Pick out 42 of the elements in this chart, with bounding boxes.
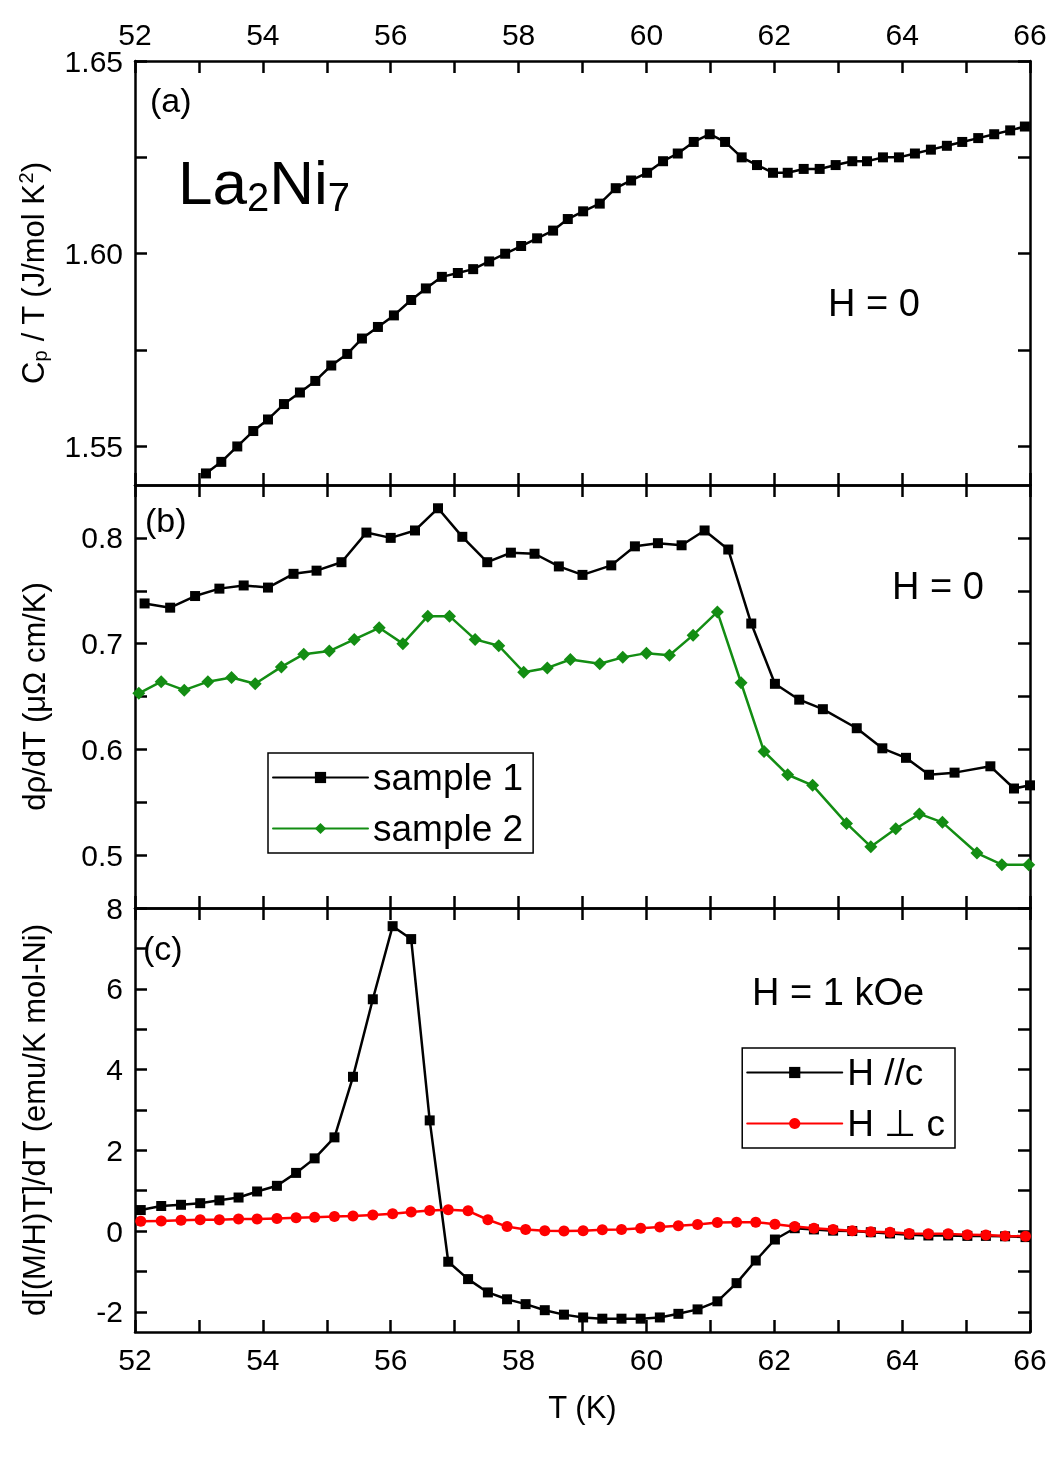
annotation: (b) [145, 501, 187, 540]
x2-tick-label: 64 [885, 17, 919, 51]
x-tick-label: 64 [885, 1342, 919, 1376]
y-tick-label: 0.6 [81, 732, 123, 766]
y-tick-label: 8 [106, 891, 123, 925]
x2-tick-label: 56 [374, 17, 408, 51]
x-tick-label: 66 [1013, 1342, 1047, 1376]
legend-label: sample 1 [373, 757, 524, 798]
y-tick-label: 0 [106, 1214, 123, 1248]
x-tick-label: 56 [374, 1342, 408, 1376]
x2-tick-label: 58 [501, 17, 536, 51]
x2-tick-label: 62 [757, 17, 791, 51]
y-tick-label: 1.55 [64, 429, 123, 463]
legend-label: sample 2 [373, 808, 524, 849]
annotation: H = 1 kOe [752, 971, 925, 1014]
y-tick-label: 0.8 [81, 521, 123, 555]
y-tick-label: 6 [106, 972, 123, 1006]
x2-tick-label: 60 [629, 17, 664, 51]
annotation: (a) [150, 81, 192, 120]
y-tick-label: 1.60 [64, 237, 123, 271]
annotation: H = 0 [828, 282, 920, 325]
y-tick-label: 0.5 [81, 838, 123, 872]
x-tick-label: 54 [246, 1342, 280, 1376]
annotation: H = 0 [892, 565, 984, 608]
annotation: La2Ni7 [178, 148, 351, 219]
x-axis-title: T (K) [548, 1390, 617, 1425]
x2-tick-label: 66 [1013, 17, 1047, 51]
x-tick-label: 52 [118, 1342, 152, 1376]
x-tick-label: 62 [757, 1342, 791, 1376]
y-tick-label: 2 [106, 1133, 123, 1167]
y-tick-label: 0.7 [81, 627, 123, 661]
y-axis-title: d[(M/H)T]/dT (emu/K mol-Ni) [17, 923, 52, 1317]
y-axis-title: Cp / T (J/mol K2) [15, 161, 51, 385]
legend-label: H //c [847, 1052, 924, 1093]
y-tick-label: -2 [96, 1295, 123, 1329]
x-tick-label: 60 [629, 1342, 664, 1376]
y-tick-label: 4 [106, 1053, 123, 1087]
x2-tick-label: 54 [246, 17, 280, 51]
y-axis-title: dρ/dT (μΩ cm/K) [17, 582, 52, 811]
annotation: (c) [143, 929, 183, 968]
legend-label: H ⊥ c [847, 1103, 945, 1144]
x-tick-label: 58 [501, 1342, 536, 1376]
